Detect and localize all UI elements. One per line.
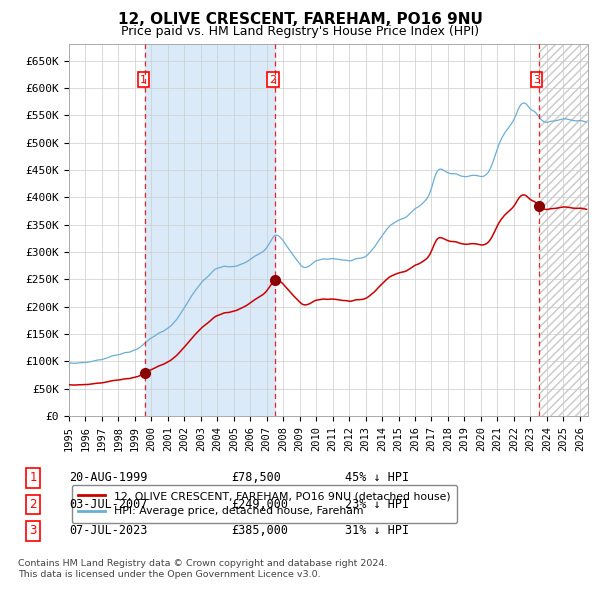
Text: 2: 2 — [29, 498, 37, 511]
Text: 3: 3 — [29, 525, 37, 537]
Text: £385,000: £385,000 — [231, 525, 288, 537]
Text: 1: 1 — [140, 74, 147, 84]
Text: £249,000: £249,000 — [231, 498, 288, 511]
Text: £78,500: £78,500 — [231, 471, 281, 484]
Bar — [145, 44, 275, 416]
Text: Price paid vs. HM Land Registry's House Price Index (HPI): Price paid vs. HM Land Registry's House … — [121, 25, 479, 38]
Text: Contains HM Land Registry data © Crown copyright and database right 2024.: Contains HM Land Registry data © Crown c… — [18, 559, 388, 568]
Legend: 12, OLIVE CRESCENT, FAREHAM, PO16 9NU (detached house), HPI: Average price, deta: 12, OLIVE CRESCENT, FAREHAM, PO16 9NU (d… — [72, 484, 457, 523]
Text: 03-JUL-2007: 03-JUL-2007 — [69, 498, 148, 511]
Text: 2: 2 — [269, 74, 277, 84]
Text: 1: 1 — [29, 471, 37, 484]
Text: 31% ↓ HPI: 31% ↓ HPI — [345, 525, 409, 537]
Text: This data is licensed under the Open Government Licence v3.0.: This data is licensed under the Open Gov… — [18, 571, 320, 579]
Text: 20-AUG-1999: 20-AUG-1999 — [69, 471, 148, 484]
Text: 12, OLIVE CRESCENT, FAREHAM, PO16 9NU: 12, OLIVE CRESCENT, FAREHAM, PO16 9NU — [118, 12, 482, 27]
Text: 23% ↓ HPI: 23% ↓ HPI — [345, 498, 409, 511]
Text: 3: 3 — [533, 74, 540, 84]
Text: 45% ↓ HPI: 45% ↓ HPI — [345, 471, 409, 484]
Bar — [539, 44, 588, 416]
Text: 07-JUL-2023: 07-JUL-2023 — [69, 525, 148, 537]
